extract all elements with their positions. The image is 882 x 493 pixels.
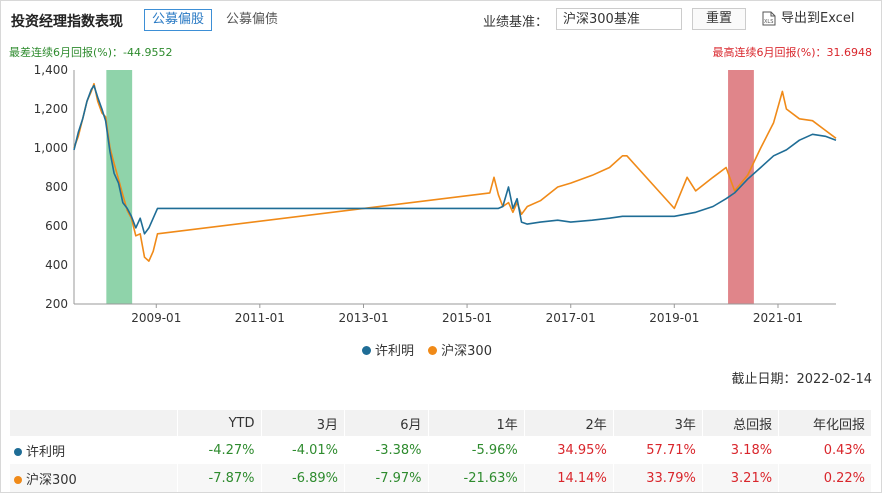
svg-text:XLS: XLS xyxy=(764,19,773,25)
legend-label-manager: 许利明 xyxy=(375,344,415,359)
x-tick-label: 2011-01 xyxy=(235,311,285,325)
row-dot-manager xyxy=(14,447,22,456)
cutoff-date: 截止日期：2022-02-14 xyxy=(731,372,872,387)
excel-file-icon[interactable]: XLS xyxy=(762,11,776,26)
row-dot-hs300 xyxy=(14,475,22,484)
y-tick-label: 600 xyxy=(45,219,68,233)
cell-6m: -7.97% xyxy=(344,464,429,492)
cell-3m: -4.01% xyxy=(261,436,345,464)
cell-2y: 34.95% xyxy=(524,436,614,464)
legend-item-hs300[interactable]: 沪深300 xyxy=(428,340,492,359)
chart-legend: 许利明 沪深300 xyxy=(362,340,502,359)
cell-total: 3.18% xyxy=(702,436,780,464)
y-tick-label: 1,400 xyxy=(34,63,68,77)
x-tick-label: 2009-01 xyxy=(131,311,181,325)
cell-annual: 0.22% xyxy=(778,464,872,492)
cell-2y: 14.14% xyxy=(524,464,614,492)
cell-1y: -21.63% xyxy=(428,464,525,492)
legend-item-manager[interactable]: 许利明 xyxy=(362,340,414,359)
benchmark-select[interactable]: 沪深300基准 xyxy=(556,8,682,30)
table-header-name xyxy=(10,410,178,436)
legend-dot-manager xyxy=(362,346,371,355)
row-label: 许利明 xyxy=(26,444,66,460)
y-tick-label: 1,200 xyxy=(34,102,68,116)
benchmark-label: 业绩基准： xyxy=(483,15,549,30)
table-header-total: 总回报 xyxy=(702,410,780,436)
worst-6m-return: 最差连续6月回报(%)：-44.9552 xyxy=(9,46,173,59)
cell-1y: -5.96% xyxy=(428,436,525,464)
y-tick-label: 400 xyxy=(45,258,68,272)
table-header-6m: 6月 xyxy=(344,410,429,436)
row-name-manager: 许利明 xyxy=(10,436,178,464)
cell-3y: 33.79% xyxy=(613,464,703,492)
table-header-2y: 2年 xyxy=(524,410,614,436)
table-header-ytd: YTD xyxy=(177,410,262,436)
legend-label-hs300: 沪深300 xyxy=(441,344,492,359)
tab-bond-funds[interactable]: 公募偏债 xyxy=(226,12,279,27)
page-title: 投资经理指数表现 xyxy=(11,14,123,30)
cell-ytd: -4.27% xyxy=(177,436,262,464)
x-tick-label: 2021-01 xyxy=(753,311,803,325)
table-row: 沪深300 -7.87% -6.89% -7.97% -21.63% 14.14… xyxy=(10,464,872,492)
export-excel-link[interactable]: 导出到Excel xyxy=(781,11,855,26)
cell-annual: 0.43% xyxy=(778,436,872,464)
performance-chart: 200 400 600 800 1,000 1,200 1,400 2009-01 2011-0… xyxy=(34,63,837,325)
cell-ytd: -7.87% xyxy=(177,464,262,492)
performance-table: YTD 3月 6月 1年 2年 3年 总回报 年化回报 许利明 -4.27% -… xyxy=(10,410,872,492)
y-tick-label: 1,000 xyxy=(34,141,68,155)
row-name-hs300: 沪深300 xyxy=(10,464,178,492)
y-tick-label: 200 xyxy=(45,297,68,311)
table-header-row: YTD 3月 6月 1年 2年 3年 总回报 年化回报 xyxy=(10,410,872,436)
x-tick-label: 2019-01 xyxy=(649,311,699,325)
cell-3m: -6.89% xyxy=(261,464,345,492)
table-header-1y: 1年 xyxy=(428,410,525,436)
best-6m-return: 最高连续6月回报(%)：31.6948 xyxy=(712,46,872,59)
table-header-3m: 3月 xyxy=(261,410,345,436)
cell-6m: -3.38% xyxy=(344,436,429,464)
legend-dot-hs300 xyxy=(428,346,438,355)
tab-equity-funds[interactable]: 公募偏股 xyxy=(144,9,213,31)
cell-3y: 57.71% xyxy=(613,436,703,464)
x-tick-label: 2015-01 xyxy=(442,311,492,325)
series-line-hs300 xyxy=(73,82,837,262)
table-row: 许利明 -4.27% -4.01% -3.38% -5.96% 34.95% 5… xyxy=(10,436,872,464)
series-line-manager xyxy=(73,84,837,235)
row-label: 沪深300 xyxy=(26,472,77,488)
table-header-annual: 年化回报 xyxy=(778,410,872,436)
cell-total: 3.21% xyxy=(702,464,780,492)
y-tick-label: 800 xyxy=(45,180,68,194)
reset-button[interactable]: 重置 xyxy=(692,8,746,30)
x-tick-label: 2017-01 xyxy=(546,311,596,325)
header: 投资经理指数表现 公募偏股 公募偏债 业绩基准： 沪深300基准 重置 XLS … xyxy=(0,0,882,40)
table-header-3y: 3年 xyxy=(613,410,703,436)
x-tick-label: 2013-01 xyxy=(338,311,388,325)
